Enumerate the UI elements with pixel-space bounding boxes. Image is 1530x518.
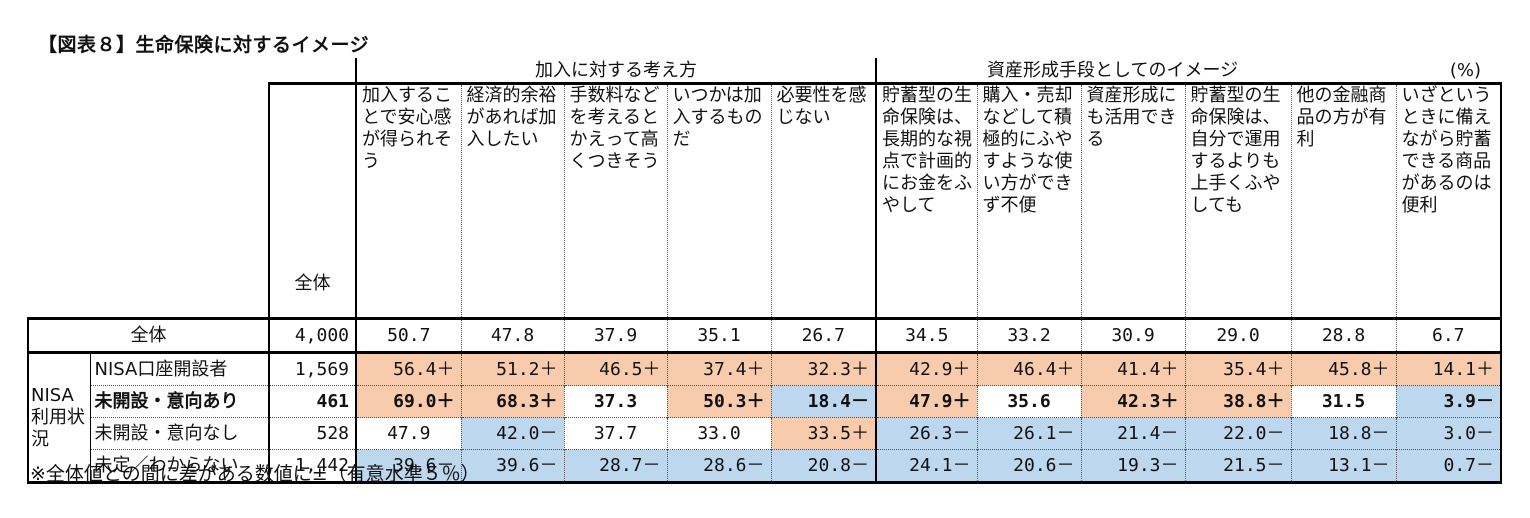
data-cell: 37.9 [563, 317, 667, 354]
table-row: 全体 4,000 50.7 47.8 37.9 35.1 26.7 34.5 33.2 30.9 2… [27, 317, 1502, 354]
respondent-count: 528 [268, 417, 356, 450]
row-label: NISA口座開設者 [94, 358, 228, 380]
data-cell: 3.0－ [1395, 417, 1502, 450]
header-total: 全体 [268, 82, 357, 319]
data-cell: 39.6－ [460, 449, 564, 484]
data-cell: 24.1－ [875, 449, 977, 484]
column-header: 他の金融商品の方が有利 [1290, 82, 1396, 319]
data-cell: 26.3－ [875, 417, 977, 450]
table-row: NISA利用状況 NISA口座開設者 1,569 56.4＋ 51.2＋ 46.5＋ 37.… [27, 352, 1502, 484]
footnote: ※全体値との間に差がある数値に±（有意水準５％） [30, 463, 480, 485]
column-header: 購入・売却などして積極的にふやすような使い方ができず不便 [976, 82, 1081, 319]
data-cell: 45.8＋ [1290, 352, 1396, 386]
data-cell: 14.1＋ [1395, 352, 1502, 386]
side-group-label: NISA利用状況 [27, 352, 91, 484]
data-cell: 20.8－ [770, 449, 876, 484]
data-cell: 28.6－ [666, 449, 771, 484]
data-cell: 35.4＋ [1184, 352, 1291, 386]
group-header-asset: 資産形成手段としてのイメージ [875, 58, 1396, 84]
data-cell: 13.1－ [1290, 449, 1396, 484]
data-cell: 37.3 [563, 385, 667, 418]
data-cell: 42.3＋ [1080, 385, 1185, 418]
unit-label: (%) [1449, 60, 1481, 81]
data-cell: 0.7－ [1395, 449, 1502, 484]
data-cell: 47.9 [355, 417, 461, 450]
respondent-count: 1,569 [268, 352, 356, 386]
data-cell: 39.6－ [355, 449, 461, 484]
data-cell: 33.5＋ [770, 417, 876, 450]
data-cell: 33.2 [976, 317, 1081, 354]
column-header: 経済的余裕があれば加入したい [460, 82, 564, 319]
data-cell: 18.4－ [770, 385, 876, 418]
column-header: 貯蓄型の生命保険は、自分で運用するよりも上手くふやしても [1184, 82, 1291, 319]
data-cell: 68.3＋ [460, 385, 564, 418]
data-cell: 30.9 [1080, 317, 1185, 354]
column-header: いざというときに備えながら貯蓄できる商品があるのは便利 [1395, 82, 1502, 319]
respondent-count: 4,000 [268, 317, 356, 354]
table-row: 未開設・意向なし 528 47.9 42.0－ 37.7 33.0 33.5＋ 26.3－ 26… [28, 417, 1502, 450]
data-cell: 22.0－ [1184, 417, 1291, 450]
data-cell: 50.3＋ [666, 385, 771, 418]
data-cell: 29.0 [1184, 317, 1291, 354]
respondent-count: 461 [268, 385, 356, 418]
table-row: 未開設・意向あり 461 69.0＋ 68.3＋ 37.3 50.3＋ 18.4－ 47.9＋… [28, 385, 1502, 418]
data-cell: 32.3＋ [770, 352, 876, 386]
data-cell: 28.8 [1290, 317, 1396, 354]
data-cell: 46.4＋ [976, 352, 1081, 386]
data-cell: 33.0 [666, 417, 771, 450]
row-label: 未開設・意向あり [90, 385, 269, 418]
data-cell: 42.0－ [460, 417, 564, 450]
data-cell: 18.8－ [1290, 417, 1396, 450]
data-cell: 51.2＋ [460, 352, 564, 386]
data-cell: 37.4＋ [666, 352, 771, 386]
data-cell: 20.6－ [976, 449, 1081, 484]
data-cell: 69.0＋ [355, 385, 461, 418]
column-header: 必要性を感じない [770, 82, 876, 319]
data-cell: 47.8 [460, 317, 564, 354]
row-label: 未開設・意向なし [90, 417, 269, 450]
data-cell: 21.5－ [1184, 449, 1291, 484]
data-cell: 28.7－ [563, 449, 667, 484]
data-cell: 26.7 [770, 317, 876, 354]
row-label: 全体 [27, 317, 269, 354]
data-cell: 37.7 [563, 417, 667, 450]
data-cell: 35.1 [666, 317, 771, 354]
column-header: 加入することで安心感が得られそう [355, 82, 461, 319]
column-header: 手数料などを考えるとかえって高くつきそう [563, 82, 667, 319]
data-cell: 41.4＋ [1080, 352, 1185, 386]
data-cell: 3.9－ [1395, 385, 1502, 418]
data-cell: 56.4＋ [355, 352, 461, 386]
table-row: 未定／わからない 1,442 39.6－ 39.6－ 28.7－ 28.6－ 20.8－ 24… [28, 449, 1502, 484]
respondent-count: 1,442 [268, 449, 356, 484]
group-header-enrollment: 加入に対する考え方 [355, 58, 876, 84]
data-cell: 6.7 [1395, 317, 1502, 354]
data-cell: 46.5＋ [563, 352, 667, 386]
data-cell: 47.9＋ [875, 385, 977, 418]
column-header: いつかは加入するものだ [666, 82, 771, 319]
column-header: 資産形成にも活用できる [1080, 82, 1185, 319]
data-cell: 21.4－ [1080, 417, 1185, 450]
table-title: 【図表８】生命保険に対するイメージ [38, 34, 370, 56]
column-header: 貯蓄型の生命保険は、長期的な視点で計画的にお金をふやして [875, 82, 977, 319]
data-cell: 38.8＋ [1184, 385, 1291, 418]
data-cell: 19.3－ [1080, 449, 1185, 484]
survey-table: 加入に対する考え方 資産形成手段としてのイメージ (%) 全体 加入することで安… [27, 58, 1502, 484]
data-cell: 31.5 [1290, 385, 1396, 418]
data-cell: 42.9＋ [875, 352, 977, 386]
row-label: 未定／わからない [90, 449, 269, 484]
data-cell: 35.6 [976, 385, 1081, 418]
data-cell: 50.7 [355, 317, 461, 354]
data-cell: 26.1－ [976, 417, 1081, 450]
data-cell: 34.5 [875, 317, 977, 354]
